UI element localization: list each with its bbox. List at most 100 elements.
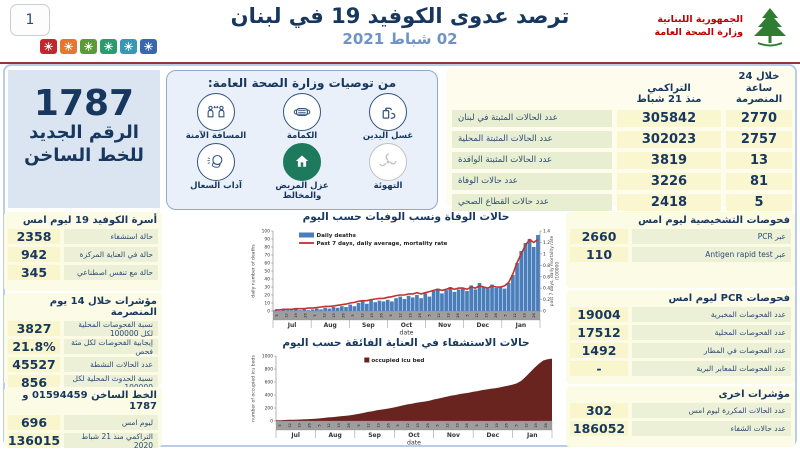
svg-text:26: 26	[532, 313, 536, 318]
svg-text:70: 70	[264, 253, 270, 259]
spacer	[452, 71, 612, 106]
svg-text:0.4: 0.4	[543, 286, 550, 292]
stat-row: حالة في العناية المركزة 942	[8, 247, 158, 262]
moph-logo: الجمهورية اللبنانية وزارة الصحة العامة	[654, 6, 792, 48]
svg-text:5: 5	[475, 424, 479, 426]
virus-icon	[120, 39, 137, 54]
svg-text:5: 5	[275, 314, 279, 316]
svg-text:0: 0	[267, 309, 270, 315]
stat-label: ليوم امس	[64, 415, 158, 430]
reco-cough-etiquette: آداب السعال	[173, 143, 259, 201]
virus-badges	[40, 39, 157, 54]
virus-icon	[60, 39, 77, 54]
hotline-panel: 1787 الرقم الجديد للخط الساخن	[8, 70, 160, 208]
stat-value: 2358	[8, 229, 60, 244]
stat-row: ليوم امس 696	[8, 415, 158, 430]
reco-label: آداب السعال	[190, 181, 242, 192]
svg-text:90: 90	[264, 237, 270, 243]
stat-label: حالة في العناية المركزة	[64, 247, 158, 262]
svg-text:19: 19	[370, 313, 374, 318]
svg-text:26: 26	[308, 423, 312, 428]
indicators-14d-section: مؤشرات خلال 14 يوم المنصرمة نسبة الفحوصا…	[4, 293, 162, 392]
svg-text:date: date	[407, 440, 421, 447]
svg-text:19: 19	[294, 313, 298, 318]
title-block: ترصد عدوى الكوفيد 19 في لبنان 02 شباط 20…	[200, 4, 600, 48]
row-cum-confirmed-imported: 3819	[617, 151, 721, 169]
svg-text:50: 50	[264, 269, 270, 275]
row-24h-confirmed-local: 2757	[726, 130, 792, 148]
svg-text:12: 12	[288, 423, 292, 428]
row-cum-health-sector: 2418	[617, 193, 721, 211]
row-label-confirmed-imported: عدد الحالات المثبتة الوافدة	[452, 151, 612, 169]
svg-text:5: 5	[313, 314, 317, 316]
virus-icon	[80, 39, 97, 54]
row-label-confirmed-local: عدد الحالات المثبتة المحلية	[452, 130, 612, 148]
svg-text:number of occupied icu beds: number of occupied icu beds	[251, 355, 257, 422]
col-24h-line2: المنصرمة	[735, 94, 783, 105]
section-title: فحوصات PCR ليوم امس	[668, 293, 790, 304]
stat-label: عدد الحالات المكررة ليوم امس	[632, 403, 791, 418]
deaths-chart-title: حالات الوفاة ونسب الوفيات حسب اليوم	[302, 211, 510, 223]
reco-hand-washing: غسل اليدين	[345, 93, 431, 141]
row-label-confirmed-total: عدد الحالات المثبتة في لبنان	[452, 109, 612, 127]
svg-text:19: 19	[455, 423, 459, 428]
stat-label: عدد الفحوصات للمعابر البرية	[632, 361, 791, 376]
svg-text:Jan: Jan	[515, 322, 527, 329]
svg-text:12: 12	[513, 313, 517, 318]
stat-label: عدد الفحوصات المحلية	[632, 325, 791, 340]
svg-text:26: 26	[456, 313, 460, 318]
svg-text:Sep: Sep	[368, 432, 381, 439]
svg-text:occupied icu bed: occupied icu bed	[371, 358, 424, 364]
icu-chart-title: حالات الاستشفاء في العناية الفائقة حسب ا…	[282, 337, 530, 349]
svg-text:5: 5	[436, 424, 440, 426]
stat-value: 942	[8, 247, 60, 262]
svg-text:5: 5	[351, 314, 355, 316]
stat-label: حالة استشفاء	[64, 229, 158, 244]
hotline-label-1: الرقم الجديد	[29, 122, 139, 143]
recommendations-title: من توصيات وزارة الصحة العامة:	[207, 76, 397, 90]
section-title: فحوصات التشخيصية ليوم امس	[638, 215, 790, 226]
row-24h-confirmed-imported: 13	[726, 151, 792, 169]
svg-text:1.2: 1.2	[543, 240, 550, 246]
svg-text:12: 12	[399, 313, 403, 318]
stat-row: حالة استشفاء 2358	[8, 229, 158, 244]
stat-row: حالة مع تنفس اصطناعي 345	[8, 265, 158, 280]
svg-text:5: 5	[515, 424, 519, 426]
stat-row: عدد الفحوصات المحلية 17512	[570, 325, 791, 340]
svg-text:26: 26	[303, 313, 307, 318]
stat-row: عدد الفحوصات للمعابر البرية -	[570, 361, 791, 376]
svg-text:5: 5	[504, 314, 508, 316]
svg-text:26: 26	[342, 313, 346, 318]
col-header-24h: خلال 24 ساعة المنصرمة	[726, 71, 792, 106]
svg-text:26: 26	[494, 313, 498, 318]
pcr-tests-section: فحوصات PCR ليوم امس عدد الفحوصات المخبري…	[566, 290, 795, 384]
stat-label: عدد الفحوصات في المطار	[632, 343, 791, 358]
svg-text:19: 19	[408, 313, 412, 318]
svg-text:19: 19	[416, 423, 420, 428]
stat-value: 186052	[570, 421, 628, 436]
stat-value: 1492	[570, 343, 628, 358]
svg-text:0.6: 0.6	[543, 274, 550, 280]
svg-text:26: 26	[386, 423, 390, 428]
svg-text:1000: 1000	[262, 354, 273, 360]
recommendations-panel: من توصيات وزارة الصحة العامة: غسل اليدين	[166, 70, 438, 210]
svg-text:26: 26	[544, 423, 548, 428]
svg-text:Oct: Oct	[408, 432, 420, 439]
reco-label: الكمامة	[286, 131, 318, 141]
reco-ventilation: التهوئة	[345, 143, 431, 201]
svg-text:0.2: 0.2	[543, 297, 550, 303]
stat-value: 19004	[570, 307, 628, 322]
svg-text:30: 30	[264, 285, 270, 291]
svg-text:19: 19	[298, 423, 302, 428]
svg-text:5: 5	[278, 424, 282, 426]
svg-text:19: 19	[446, 313, 450, 318]
header: 1 ترصد عدوى الكوفيد 19 في لبنان 02 شباط …	[0, 0, 800, 64]
svg-text:200: 200	[265, 406, 274, 412]
svg-text:12: 12	[437, 313, 441, 318]
col-24h-line1: خلال 24 ساعة	[738, 71, 780, 94]
svg-text:5: 5	[317, 424, 321, 426]
logo-line2: وزارة الصحة العامة	[654, 27, 743, 38]
svg-text:Nov: Nov	[447, 432, 460, 439]
page-title: ترصد عدوى الكوفيد 19 في لبنان	[230, 4, 570, 28]
